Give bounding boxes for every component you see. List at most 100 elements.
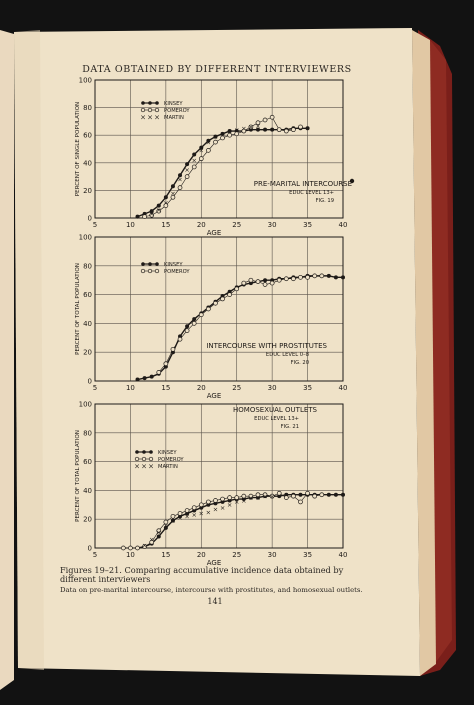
y-tick-label: 20 (83, 516, 92, 524)
legend-marker: × (141, 462, 147, 470)
chart-annotation-line: HOMOSEXUAL OUTLETS (233, 406, 318, 414)
data-point: × (220, 504, 225, 512)
data-point (270, 127, 275, 132)
data-point (206, 499, 211, 505)
data-point (170, 346, 176, 352)
data-point (248, 277, 254, 283)
plot-frame (94, 403, 344, 549)
data-point (269, 280, 275, 286)
legend-marker (147, 107, 153, 113)
data-point (255, 120, 261, 126)
data-point (142, 544, 147, 549)
page-number: 141 (207, 597, 223, 606)
data-point (170, 184, 175, 189)
data-point: × (184, 166, 189, 174)
x-axis-label: AGE (207, 392, 222, 400)
chart-20: 5 10 15 20 25 30 35 40 0 20 40 60 80 100 AGE PERCENT OF… (75, 234, 347, 401)
data-point (220, 135, 225, 141)
data-point: × (227, 501, 232, 509)
legend-label: KINSEY (158, 450, 177, 456)
series-pomeroy (120, 490, 325, 551)
x-tick-label: 5 (93, 384, 97, 392)
data-point (333, 275, 338, 280)
y-tick-label: 0 (88, 378, 92, 386)
page-header: DATA OBTAINED BY DIFFERENT INTERVIEWERS (82, 64, 352, 75)
data-point (198, 156, 204, 162)
data-point (227, 495, 232, 500)
y-tick-label: 80 (83, 104, 92, 112)
y-tick-label: 100 (79, 234, 92, 242)
figure-caption: Figures 19–21. Comparing accumulative in… (60, 565, 344, 584)
legend-marker (154, 107, 160, 113)
x-tick-label: 10 (126, 551, 135, 559)
x-axis-label: AGE (207, 559, 222, 567)
data-point (191, 164, 197, 170)
data-point (234, 131, 240, 137)
figure-subcaption: Data on pre-marital intercourse, interco… (60, 586, 363, 594)
data-point (213, 139, 218, 145)
data-point (248, 124, 254, 130)
data-point: × (248, 494, 253, 502)
data-point (227, 132, 232, 138)
data-point (185, 324, 190, 329)
plot-frame (94, 79, 344, 219)
data-point: × (149, 536, 154, 544)
data-point: × (220, 130, 225, 138)
data-point (326, 492, 331, 497)
legend-marker (140, 268, 146, 274)
x-tick-label: 25 (232, 551, 241, 559)
data-point (191, 505, 197, 511)
y-tick-label: 40 (83, 487, 92, 495)
data-point: × (269, 492, 274, 500)
data-point: × (199, 510, 204, 518)
data-point (184, 508, 190, 513)
data-point (319, 492, 325, 498)
data-point (163, 525, 168, 530)
data-point (177, 185, 183, 190)
data-point (220, 131, 225, 136)
x-tick-label: 15 (161, 384, 170, 392)
legend-label: MARTIN (158, 464, 178, 470)
legend-marker: × (134, 462, 140, 470)
data-point (184, 174, 190, 179)
x-tick-label: 25 (232, 221, 241, 229)
y-tick-label: 0 (88, 215, 92, 223)
data-point (142, 214, 147, 219)
x-tick-label: 40 (339, 221, 348, 229)
data-point (276, 490, 282, 496)
data-point: × (255, 122, 260, 130)
data-point (177, 336, 183, 342)
data-point (213, 134, 218, 139)
legend-marker: × (154, 113, 160, 121)
data-point (291, 493, 296, 499)
data-point (319, 273, 325, 279)
data-point: × (241, 125, 246, 133)
chart-annotation-line: EDUC LEVEL 13+ (289, 190, 334, 196)
chart-annotation-line: EDUC LEVEL 0–8 (266, 352, 309, 358)
data-point: × (170, 517, 175, 525)
data-point: × (142, 541, 147, 549)
data-point (276, 127, 282, 133)
data-point (206, 138, 211, 143)
x-tick-label: 30 (268, 221, 277, 229)
chart-annotation-line: FIG. 19 (316, 198, 334, 204)
data-point (163, 361, 169, 367)
x-tick-label: 35 (303, 221, 312, 229)
data-point (255, 127, 260, 132)
data-point (213, 300, 218, 306)
data-point (326, 273, 331, 278)
data-point (184, 328, 190, 333)
x-tick-label: 15 (161, 221, 170, 229)
data-point (206, 306, 211, 312)
data-point (263, 127, 268, 132)
data-point: × (184, 513, 189, 521)
y-tick-label: 40 (83, 320, 92, 328)
series-pomeroy (156, 273, 325, 375)
y-tick-label: 60 (83, 458, 92, 466)
data-point (149, 212, 155, 218)
stray-dot (349, 178, 355, 184)
x-tick-label: 40 (339, 384, 348, 392)
data-point (241, 280, 247, 286)
